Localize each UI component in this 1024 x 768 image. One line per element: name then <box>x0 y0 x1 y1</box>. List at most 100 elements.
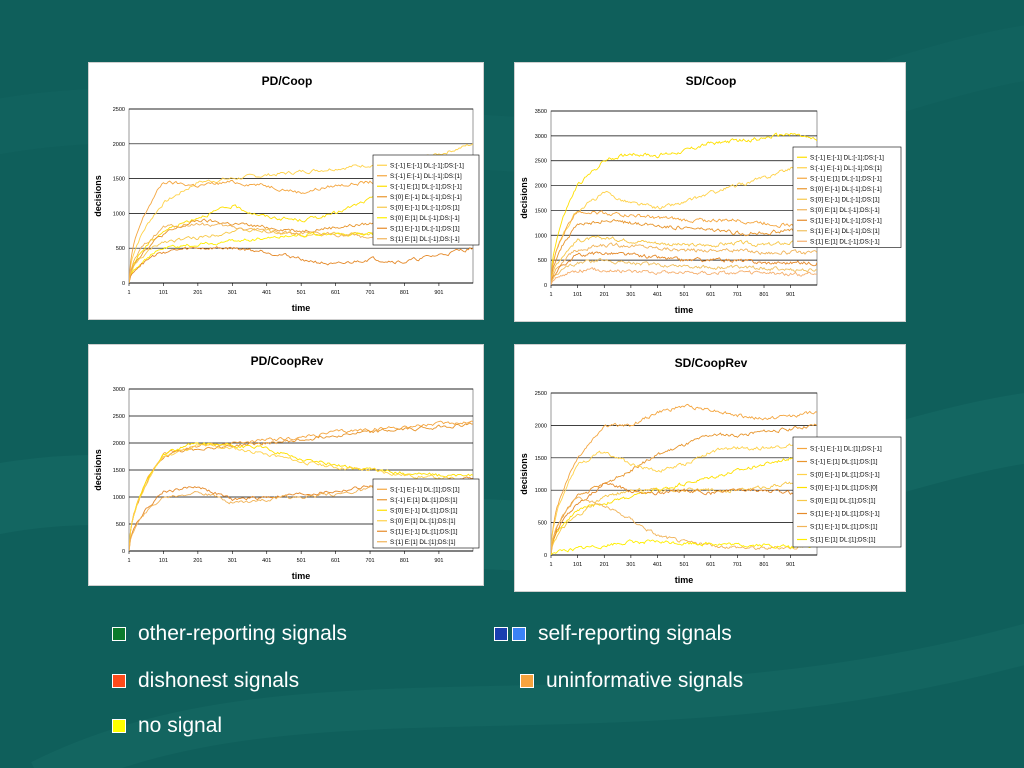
y-tick-label: 1000 <box>113 211 125 217</box>
x-tick-label: 201 <box>600 562 609 568</box>
x-tick-label: 601 <box>706 292 715 298</box>
series-line <box>551 478 817 555</box>
x-tick-label: 1 <box>549 292 552 298</box>
legend-key-label: dishonest signals <box>138 669 300 692</box>
dark-blue-swatch-icon <box>494 627 508 641</box>
y-tick-label: 3000 <box>535 134 547 140</box>
legend-key-dishonest: dishonest signals <box>112 669 299 693</box>
legend-entry: S:[-1] E:[-1] DL:[-1];DS:[1] <box>390 173 462 180</box>
light-blue-swatch-icon <box>512 627 526 641</box>
series-line <box>129 442 473 551</box>
y-tick-label: 2000 <box>113 441 125 447</box>
series-line <box>551 539 817 555</box>
chart-svg: SD/CoopRev 0 500 1000 1500 2000 2500 1 101 201 301… <box>519 356 902 585</box>
x-tick-label: 901 <box>434 290 443 296</box>
y-tick-label: 1500 <box>113 177 125 183</box>
legend-entry: S:[0] E:[-1] DL:[-1];DS:[-1] <box>390 194 462 201</box>
x-tick-label: 601 <box>331 558 340 564</box>
legend-entry: S:[0] E:[1] DL:[-1];DS:[-1] <box>390 215 460 222</box>
x-tick-label: 201 <box>193 558 202 564</box>
series-line <box>129 420 473 551</box>
x-tick-label: 901 <box>434 558 443 564</box>
legend-entry: S:[1] E:[1] DL:[1];DS:[1] <box>390 539 456 546</box>
legend-entry: S:[-1] E:[-1] DL:[1];DS:[1] <box>390 486 460 493</box>
series-line <box>551 242 817 285</box>
series-line <box>551 132 817 285</box>
chart-panel-sd-cooprev: SD/CoopRev 0 500 1000 1500 2000 2500 1 101 201 301… <box>514 344 906 592</box>
legend-key-label: uninformative signals <box>546 669 744 692</box>
y-tick-label: 1500 <box>535 208 547 214</box>
x-tick-label: 101 <box>159 290 168 296</box>
x-tick-label: 401 <box>262 290 271 296</box>
series-line <box>551 210 817 285</box>
legend-box <box>372 154 480 246</box>
legend-entry: S:[1] E:[-1] DL:[1];DS:[1] <box>810 524 878 531</box>
y-tick-label: 500 <box>116 246 125 252</box>
series-line <box>551 251 817 285</box>
x-tick-label: 101 <box>159 558 168 564</box>
y-tick-label: 1500 <box>535 456 547 462</box>
y-tick-label: 2000 <box>535 423 547 429</box>
legend-entry: S:[-1] E:[1] DL:[1];DS:[1] <box>390 497 458 504</box>
series-line <box>551 423 817 555</box>
x-tick-label: 401 <box>653 562 662 568</box>
legend-key-uninformative: uninformative signals <box>520 669 743 693</box>
x-axis-label: time <box>675 305 694 315</box>
x-tick-label: 301 <box>228 558 237 564</box>
y-tick-label: 1000 <box>535 488 547 494</box>
x-tick-label: 701 <box>365 558 374 564</box>
x-tick-label: 401 <box>653 292 662 298</box>
x-tick-label: 901 <box>786 292 795 298</box>
chart-svg: SD/Coop 0 500 1000 1500 2000 2500 3000 3500 1 101 2… <box>519 74 902 315</box>
legend-key-label: self-reporting signals <box>538 622 732 645</box>
x-tick-label: 301 <box>228 290 237 296</box>
chart-title: PD/Coop <box>262 74 313 88</box>
series-line <box>551 218 817 285</box>
y-tick-label: 0 <box>544 553 547 559</box>
x-tick-label: 501 <box>297 290 306 296</box>
series-line <box>129 246 473 283</box>
x-axis-label: time <box>675 575 694 585</box>
legend-entry: S:[0] E:[-1] DL:[-1];DS:[1] <box>390 204 460 211</box>
x-tick-label: 501 <box>680 562 689 568</box>
x-axis-label: time <box>292 571 311 581</box>
y-tick-label: 0 <box>122 549 125 555</box>
legend-entry: S:[0] E:[-1] DL:[1];DS:[1] <box>390 507 458 514</box>
y-tick-label: 0 <box>122 281 125 287</box>
legend-entry: S:[-1] E:[-1] DL:[-1];DS:[-1] <box>390 162 464 169</box>
chart-svg: PD/Coop 0 500 1000 1500 2000 2500 1 101 201 301 401… <box>93 74 480 313</box>
legend-entry: S:[-1] E:[1] DL:[-1];DS:[-1] <box>390 183 462 190</box>
series-line <box>551 162 817 285</box>
y-tick-label: 2500 <box>113 107 125 113</box>
y-axis-label: decisions <box>519 453 529 495</box>
x-tick-label: 801 <box>759 562 768 568</box>
x-tick-label: 501 <box>680 292 689 298</box>
x-tick-label: 701 <box>733 562 742 568</box>
x-tick-label: 101 <box>573 292 582 298</box>
x-tick-label: 201 <box>600 292 609 298</box>
legend-key-other-reporting: other-reporting signals <box>112 622 347 646</box>
chart-panel-sd-coop: SD/Coop 0 500 1000 1500 2000 2500 3000 3500 1 101 2… <box>514 62 906 322</box>
legend-box <box>792 146 902 248</box>
legend-entry: S:[0] E:[1] DL:[1];DS:[1] <box>390 518 456 525</box>
x-tick-label: 401 <box>262 558 271 564</box>
legend-entry: S:[-1] E:[-1] DL:[-1];DS:[1] <box>810 165 882 172</box>
series-line <box>551 258 817 285</box>
y-tick-label: 2500 <box>535 391 547 397</box>
y-axis-label: decisions <box>93 449 103 491</box>
legend-entry: S:[1] E:[1] DL:[-1];DS:[-1] <box>390 236 460 243</box>
x-tick-label: 1 <box>549 562 552 568</box>
red-swatch-icon <box>112 674 126 688</box>
x-axis-label: time <box>292 303 311 313</box>
yellow-swatch-icon <box>112 719 126 733</box>
x-tick-label: 1 <box>127 290 130 296</box>
orange-swatch-icon <box>520 674 534 688</box>
y-tick-label: 2500 <box>535 159 547 165</box>
legend-entry: S:[1] E:[-1] DL:[-1];DS:[1] <box>390 225 460 232</box>
series-line <box>551 403 817 555</box>
chart-svg: PD/CoopRev 0 500 1000 1500 2000 2500 3000 1 101 20… <box>93 354 480 581</box>
legend-entry: S:[0] E:[-1] DL:[1];DS:[-1] <box>810 472 880 479</box>
y-tick-label: 500 <box>538 258 547 264</box>
x-tick-label: 801 <box>759 292 768 298</box>
chart-title: SD/Coop <box>686 74 737 88</box>
